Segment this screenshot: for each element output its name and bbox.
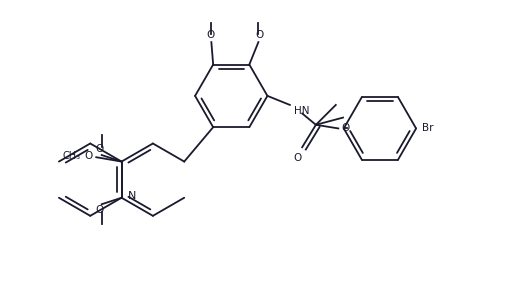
Text: O: O (96, 144, 104, 154)
Text: O: O (255, 30, 264, 40)
Text: N: N (128, 191, 136, 201)
Text: O: O (206, 30, 214, 40)
Text: HN: HN (294, 106, 309, 116)
Text: O: O (84, 151, 92, 161)
Text: O: O (96, 205, 104, 215)
Text: O: O (341, 123, 349, 133)
Text: Br: Br (422, 123, 433, 133)
Text: CH₃: CH₃ (63, 151, 81, 161)
Text: O: O (293, 153, 302, 163)
